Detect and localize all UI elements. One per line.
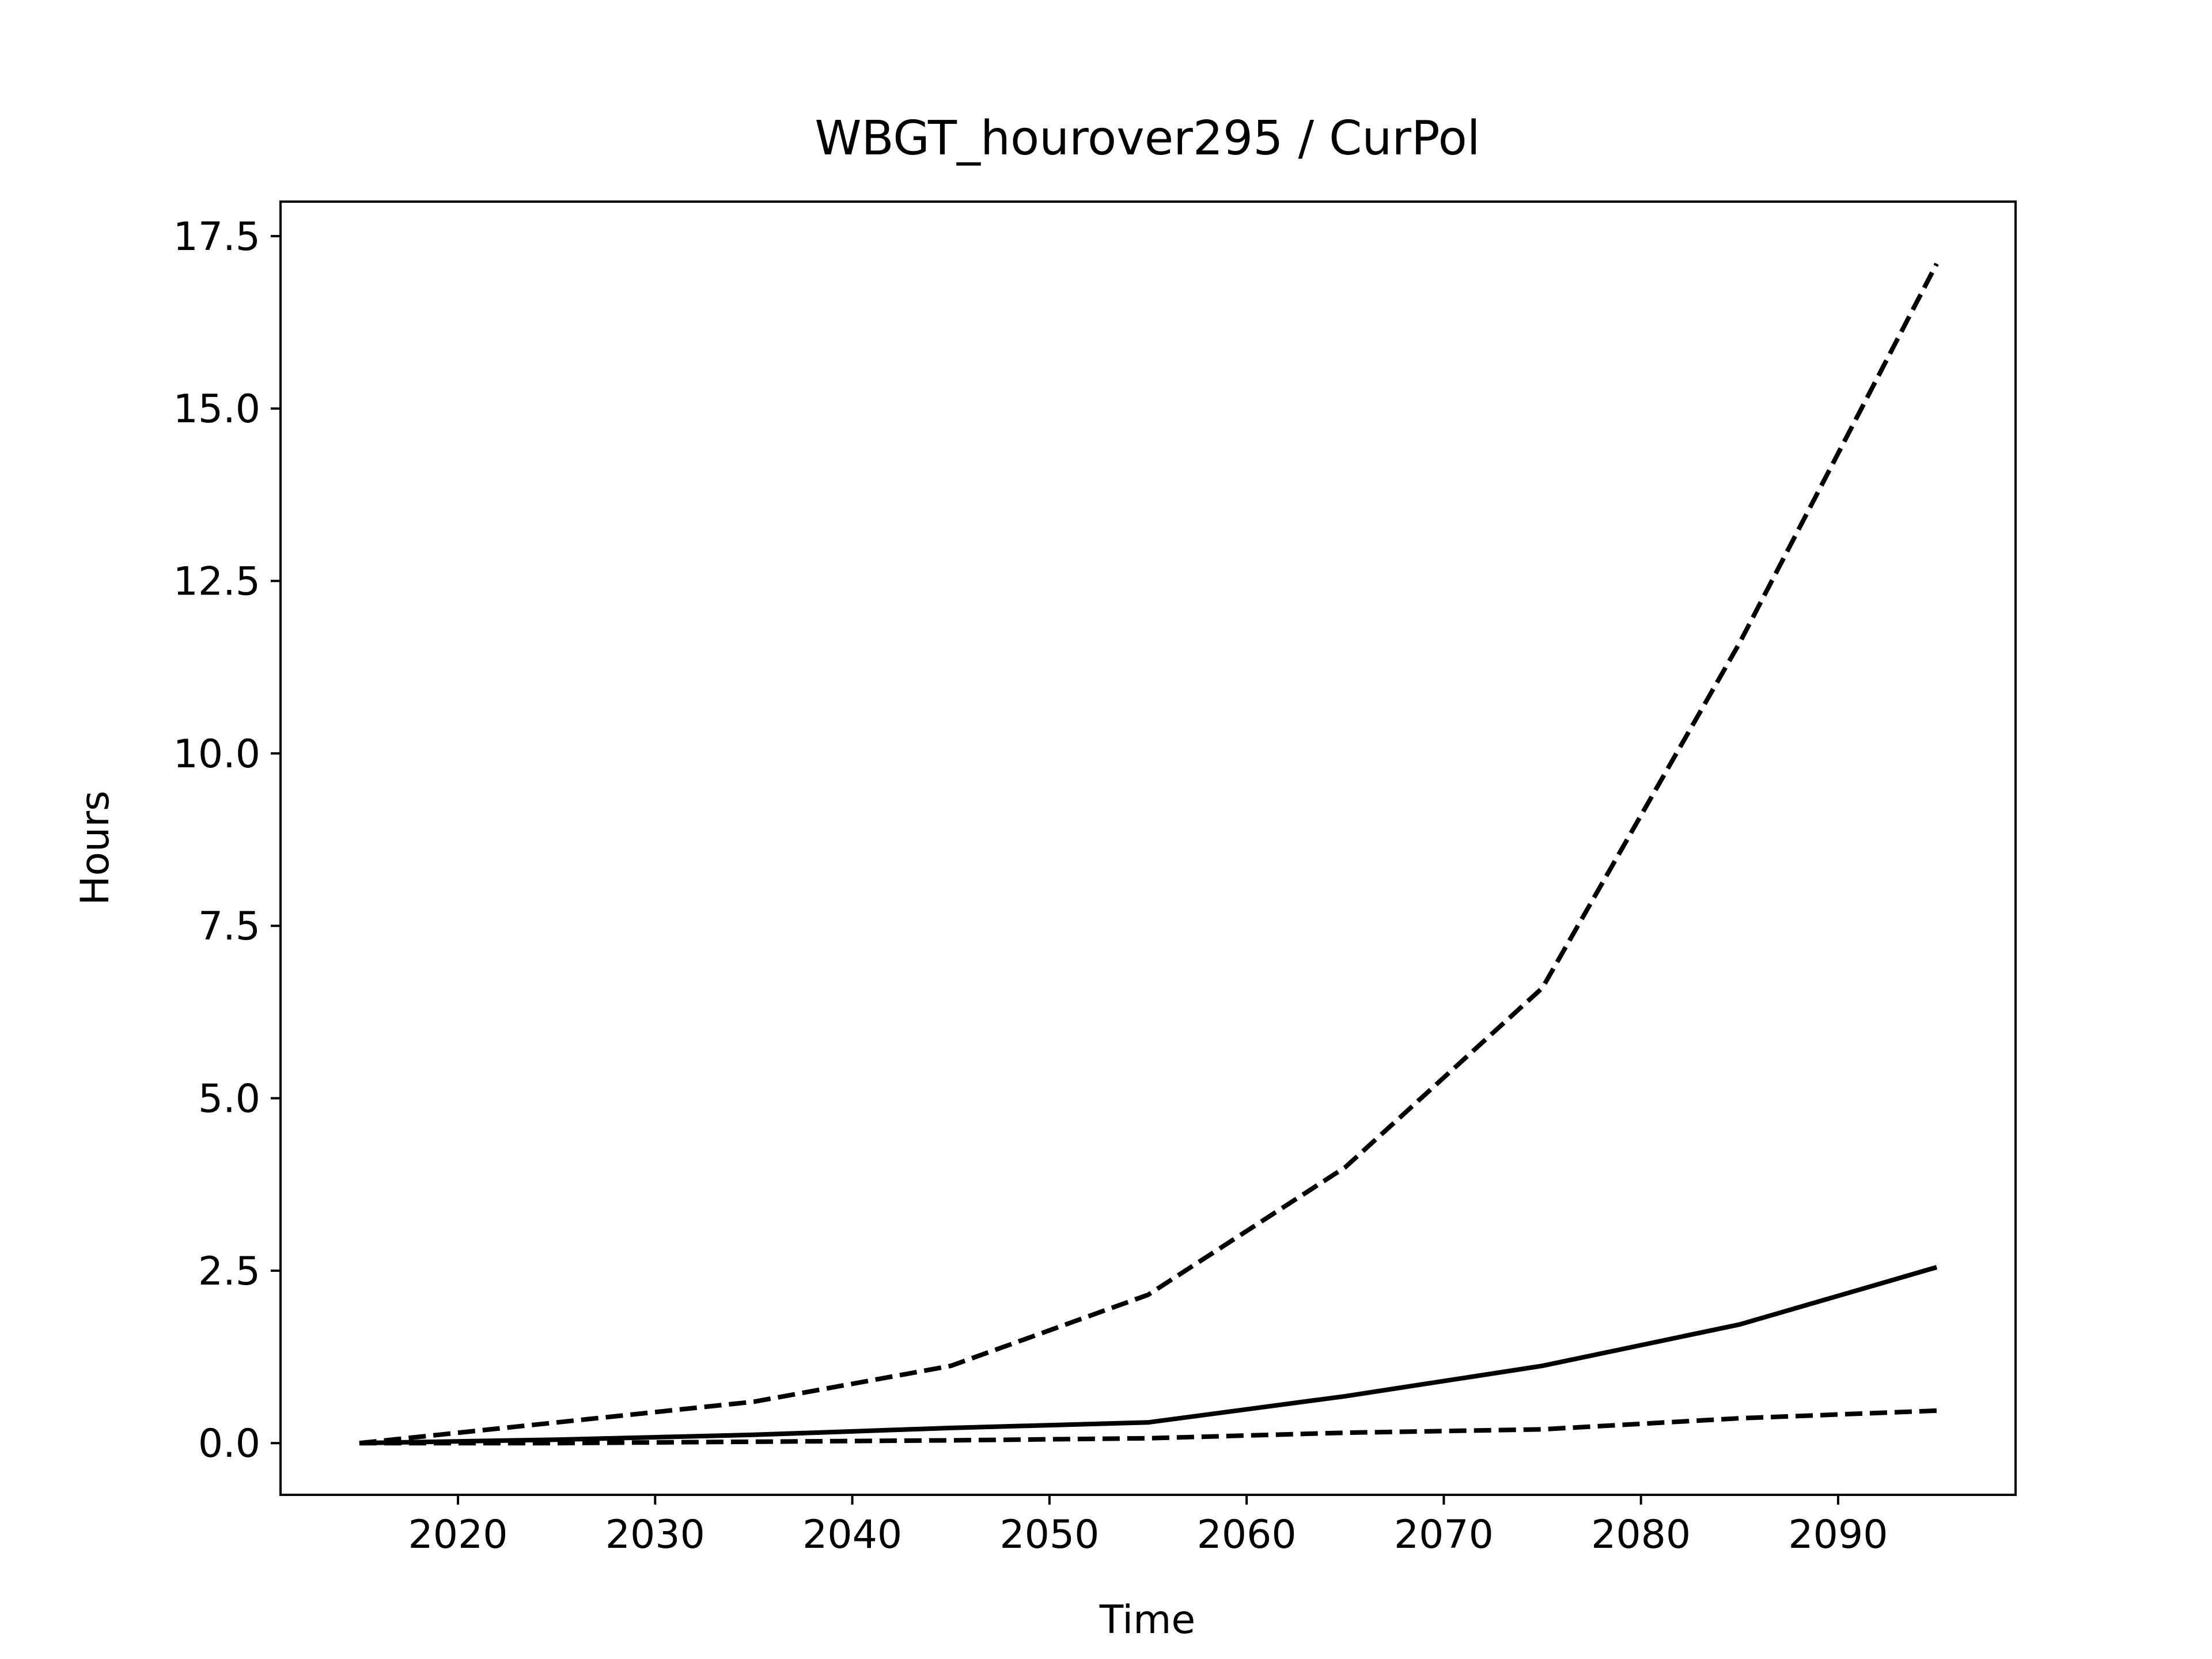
x-tick-label: 2020 bbox=[408, 1512, 508, 1558]
y-tick-label: 10.0 bbox=[173, 732, 260, 777]
y-axis-label: Hours bbox=[73, 790, 118, 905]
x-tick-label: 2040 bbox=[802, 1512, 902, 1558]
x-tick-label: 2060 bbox=[1197, 1512, 1297, 1558]
x-tick-label: 2030 bbox=[605, 1512, 705, 1558]
series-line-1 bbox=[359, 262, 1939, 1446]
x-axis-label: Time bbox=[1099, 1597, 1195, 1643]
y-tick-label: 5.0 bbox=[198, 1077, 260, 1122]
x-tick-label: 2080 bbox=[1591, 1512, 1691, 1558]
y-tick-label: 12.5 bbox=[173, 559, 260, 605]
x-tick-label: 2050 bbox=[999, 1512, 1099, 1558]
chart-title: WBGT_hourover295 / CurPol bbox=[815, 111, 1480, 166]
y-tick-label: 7.5 bbox=[198, 904, 260, 949]
y-tick-label: 17.5 bbox=[173, 214, 260, 260]
x-tick-label: 2090 bbox=[1788, 1512, 1888, 1558]
series-line-3 bbox=[359, 1408, 1937, 1446]
series-layer bbox=[359, 262, 1939, 1446]
y-tick-label: 15.0 bbox=[173, 387, 260, 432]
y-tick-label: 2.5 bbox=[198, 1249, 260, 1294]
x-tick-label: 2070 bbox=[1394, 1512, 1494, 1558]
x-axis-ticks: 2020 2030 2040 2050 2060 2070 2080 2090 bbox=[408, 1495, 1888, 1558]
y-axis-ticks: 0.0 2.5 5.0 7.5 10.0 12.5 15.0 17.5 bbox=[173, 214, 281, 1467]
y-tick-label: 0.0 bbox=[198, 1421, 260, 1467]
series-line-2 bbox=[359, 1265, 1938, 1446]
plot-frame bbox=[279, 200, 2017, 1496]
